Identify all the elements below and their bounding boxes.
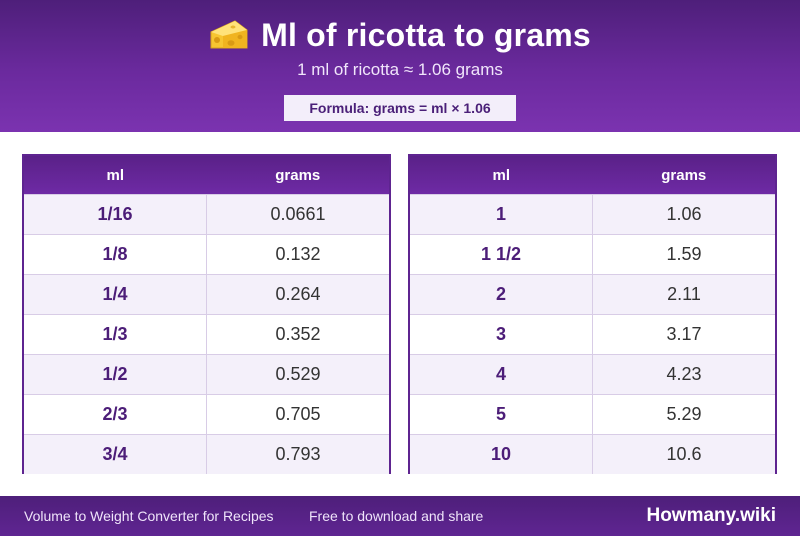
grams-cell: 5.29 <box>666 404 702 424</box>
grams-cell: 0.352 <box>275 324 321 344</box>
ml-cell: 1/4 <box>24 275 207 314</box>
column-header-ml: ml <box>492 166 510 184</box>
ml-cell: 1/3 <box>24 315 207 354</box>
table-row: 1/3 0.352 <box>24 314 389 354</box>
table-row: 2 2.11 <box>410 274 775 314</box>
grams-cell: 0.264 <box>275 284 321 304</box>
grams-cell: 0.0661 <box>270 204 326 224</box>
brand-link[interactable]: Howmany.wiki <box>646 505 776 526</box>
grams-cell: 1.06 <box>666 204 702 224</box>
column-header-grams: grams <box>661 166 707 184</box>
formula-badge: Formula: grams = ml × 1.06 <box>284 95 516 121</box>
footer-tagline: Volume to Weight Converter for Recipes <box>24 508 274 524</box>
page-subtitle: 1 ml of ricotta ≈ 1.06 grams <box>297 60 503 79</box>
table-row: 2/3 0.705 <box>24 394 389 434</box>
ml-cell: 1 1/2 <box>410 235 593 274</box>
table-row: 3/4 0.793 <box>24 434 389 474</box>
table-row: 4 4.23 <box>410 354 775 394</box>
header-banner: Ml of ricotta to grams 1 ml of ricotta ≈… <box>0 0 800 132</box>
table-header: ml grams <box>410 156 775 194</box>
page-title: Ml of ricotta to grams <box>261 16 591 53</box>
grams-cell: 1.59 <box>666 244 702 264</box>
grams-cell: 0.793 <box>275 444 321 464</box>
title-row: Ml of ricotta to grams <box>0 14 800 56</box>
column-header-grams: grams <box>275 166 321 184</box>
ml-cell: 1/2 <box>24 355 207 394</box>
table-row: 1 1/2 1.59 <box>410 234 775 274</box>
ml-cell: 10 <box>410 435 593 474</box>
conversion-table-right: ml grams 1 1.06 1 1/2 1.59 2 2.11 3 3.17 4 4.… <box>408 154 777 474</box>
ml-cell: 3/4 <box>24 435 207 474</box>
ml-cell: 1/16 <box>24 195 207 234</box>
ml-cell: 2/3 <box>24 395 207 434</box>
ml-cell: 3 <box>410 315 593 354</box>
column-header-ml: ml <box>106 166 124 184</box>
table-row: 5 5.29 <box>410 394 775 434</box>
ml-cell: 4 <box>410 355 593 394</box>
ml-cell: 1/8 <box>24 235 207 274</box>
table-row: 3 3.17 <box>410 314 775 354</box>
footer-bar: Volume to Weight Converter for Recipes F… <box>0 496 800 536</box>
table-header: ml grams <box>24 156 389 194</box>
grams-cell: 3.17 <box>666 324 702 344</box>
table-row: 1/2 0.529 <box>24 354 389 394</box>
grams-cell: 0.132 <box>275 244 321 264</box>
grams-cell: 4.23 <box>666 364 702 384</box>
cheese-icon <box>210 20 248 49</box>
table-row: 1 1.06 <box>410 194 775 234</box>
table-row: 1/16 0.0661 <box>24 194 389 234</box>
footer-note: Free to download and share <box>309 508 484 524</box>
table-row: 1/8 0.132 <box>24 234 389 274</box>
ml-cell: 2 <box>410 275 593 314</box>
table-row: 10 10.6 <box>410 434 775 474</box>
grams-cell: 0.705 <box>275 404 321 424</box>
grams-cell: 0.529 <box>275 364 321 384</box>
ml-cell: 1 <box>410 195 593 234</box>
ml-cell: 5 <box>410 395 593 434</box>
grams-cell: 2.11 <box>667 284 701 304</box>
grams-cell: 10.6 <box>666 444 702 464</box>
table-row: 1/4 0.264 <box>24 274 389 314</box>
conversion-table-left: ml grams 1/16 0.0661 1/8 0.132 1/4 0.264 1/… <box>22 154 391 474</box>
